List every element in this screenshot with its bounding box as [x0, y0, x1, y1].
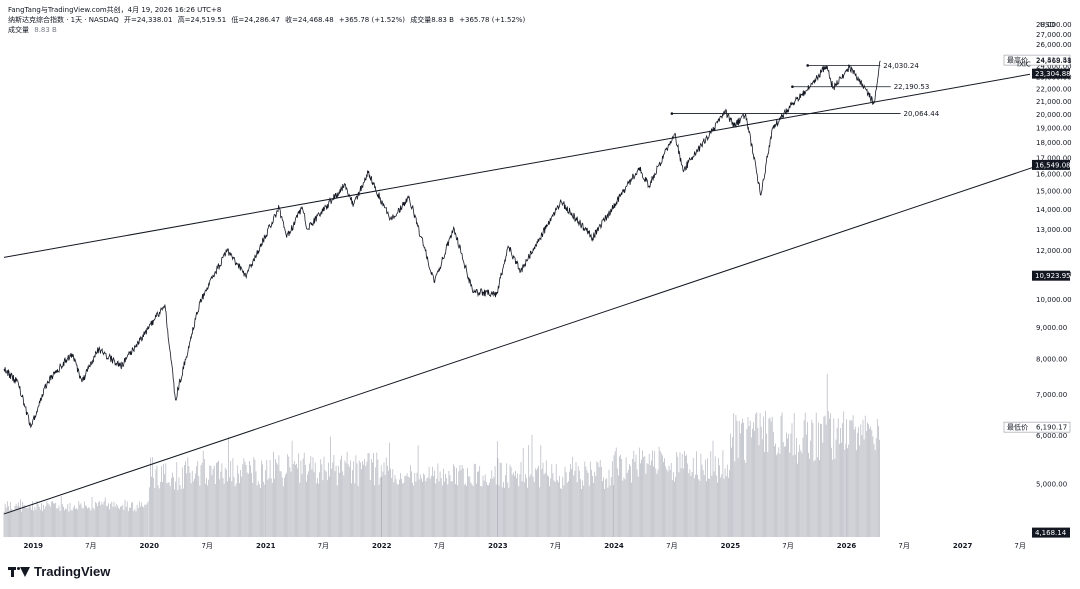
y-tick-label: 21,000.00	[1036, 98, 1072, 106]
last-price-label: 24,468.48	[1036, 57, 1072, 65]
channel-line-upper	[3, 73, 1031, 258]
price-badge	[1032, 159, 1070, 170]
y-tick-label: 28,000.00	[1036, 21, 1072, 29]
horizontal-level-label: 24,030.24	[883, 62, 919, 70]
x-tick-label: 7月	[85, 542, 96, 550]
chart-header: FangTang与TradingView.com共创，4月 19, 2026 1…	[8, 5, 528, 35]
price-line	[3, 60, 881, 429]
y-tick-label: 27,000.00	[1036, 31, 1072, 39]
tradingview-footer: TradingView	[8, 564, 110, 579]
symbol-name[interactable]: 纳斯达克综合指数 · 1天 · NASDAQ	[8, 16, 119, 24]
price-badge	[1032, 270, 1070, 281]
price-badge-text: 4,168.14	[1035, 529, 1067, 537]
y-tick-label: 17,000.00	[1036, 154, 1072, 162]
y-tick-label: 10,000.00	[1036, 296, 1072, 304]
y-tick-label: 20,000.00	[1036, 111, 1072, 119]
y-tick-label: 18,000.00	[1036, 139, 1072, 147]
x-tick-label: 7月	[201, 542, 212, 550]
y-tick-label: 19,000.00	[1036, 125, 1072, 133]
currency-label: USD	[1040, 21, 1055, 29]
volume-pane-label[interactable]: 成交量	[8, 26, 29, 34]
open-value: 开=24,338.01	[123, 16, 173, 24]
volume-change: +365.78 (+1.52%)	[459, 16, 526, 24]
x-tick-label: 2020	[140, 542, 160, 550]
y-tick-label: 7,000.00	[1036, 391, 1067, 399]
x-tick-label: 2027	[953, 542, 973, 550]
price-badge	[1032, 527, 1070, 538]
x-tick-label: 7月	[666, 542, 677, 550]
price-badge-title: 最低价	[1007, 423, 1028, 432]
y-tick-label: 16,000.00	[1036, 170, 1072, 178]
x-tick-label: 7月	[550, 542, 561, 550]
low-value: 低=24,286.47	[231, 16, 280, 24]
y-tick-label: 15,000.00	[1036, 188, 1072, 196]
volume-value: 成交量8.83 B	[410, 16, 454, 24]
x-tick-label: 7月	[898, 542, 909, 550]
y-tick-label: 12,000.00	[1036, 247, 1072, 255]
channel-line-lower	[3, 164, 1041, 515]
author-line: FangTang与TradingView.com共创，4月 19, 2026 1…	[8, 5, 528, 15]
price-badge-outline	[1003, 421, 1071, 433]
high-value: 高=24,519.51	[177, 16, 227, 24]
x-tick-label: 2023	[488, 542, 508, 550]
x-tick-label: 2021	[256, 542, 276, 550]
y-tick-label: 22,000.00	[1036, 86, 1072, 94]
x-tick-label: 7月	[782, 542, 793, 550]
price-badge-text: 10,923.95	[1035, 272, 1071, 280]
x-tick-label: 2026	[837, 542, 857, 550]
x-tick-label: 2019	[24, 542, 44, 550]
y-tick-label: 8,000.00	[1036, 355, 1067, 363]
horizontal-level-label: 20,064.44	[904, 110, 940, 118]
price-badge-title: 最高价	[1007, 56, 1028, 65]
volume-pane-value: 8.83 B	[34, 26, 57, 34]
y-tick-label: 14,000.00	[1036, 206, 1072, 214]
tradingview-logo-icon	[8, 566, 30, 578]
author-text: FangTang与TradingView.com共创，4月 19, 2026 1…	[8, 6, 222, 14]
y-tick-label: 6,000.00	[1036, 432, 1067, 440]
horizontal-level-anchor	[791, 85, 794, 89]
x-tick-label: 2024	[604, 542, 624, 550]
volume-pane-line: 成交量 8.83 B	[8, 25, 528, 35]
x-tick-label: 7月	[434, 542, 445, 550]
change-value: +365.78 (+1.52%)	[338, 16, 406, 24]
price-badge-text: 16,549.08	[1035, 161, 1071, 169]
y-tick-label: 26,000.00	[1036, 41, 1072, 49]
price-badge-text: 6,190.17	[1036, 424, 1067, 432]
horizontal-level-anchor	[670, 112, 674, 115]
x-tick-label: 7月	[318, 542, 329, 550]
y-tick-label: 5,000.00	[1036, 481, 1067, 489]
horizontal-level-anchor	[806, 64, 809, 67]
y-tick-label: 13,000.00	[1036, 226, 1072, 234]
ohlc-line: 纳斯达克综合指数 · 1天 · NASDAQ 开=24,338.01 高=24,…	[8, 15, 528, 25]
price-badge	[1032, 68, 1070, 79]
price-badge-text: 24,519.51	[1036, 57, 1072, 65]
price-badge-text: 23,304.88	[1035, 70, 1071, 78]
symbol-label: IXIC	[1017, 61, 1031, 69]
x-tick-label: 2022	[372, 542, 392, 550]
y-tick-label: 9,000.00	[1036, 324, 1067, 332]
brand-name: TradingView	[34, 564, 111, 579]
x-tick-label: 2025	[721, 542, 741, 550]
chart-canvas[interactable]: USD28,000.0027,000.0026,000.0024,000.002…	[0, 0, 1080, 560]
x-tick-label: 7月	[1014, 542, 1025, 550]
close-value: 收=24,468.48	[285, 16, 334, 24]
horizontal-level-label: 22,190.53	[894, 83, 930, 91]
y-tick-label: 24,000.00	[1036, 62, 1072, 70]
price-badge-outline	[1003, 54, 1071, 66]
